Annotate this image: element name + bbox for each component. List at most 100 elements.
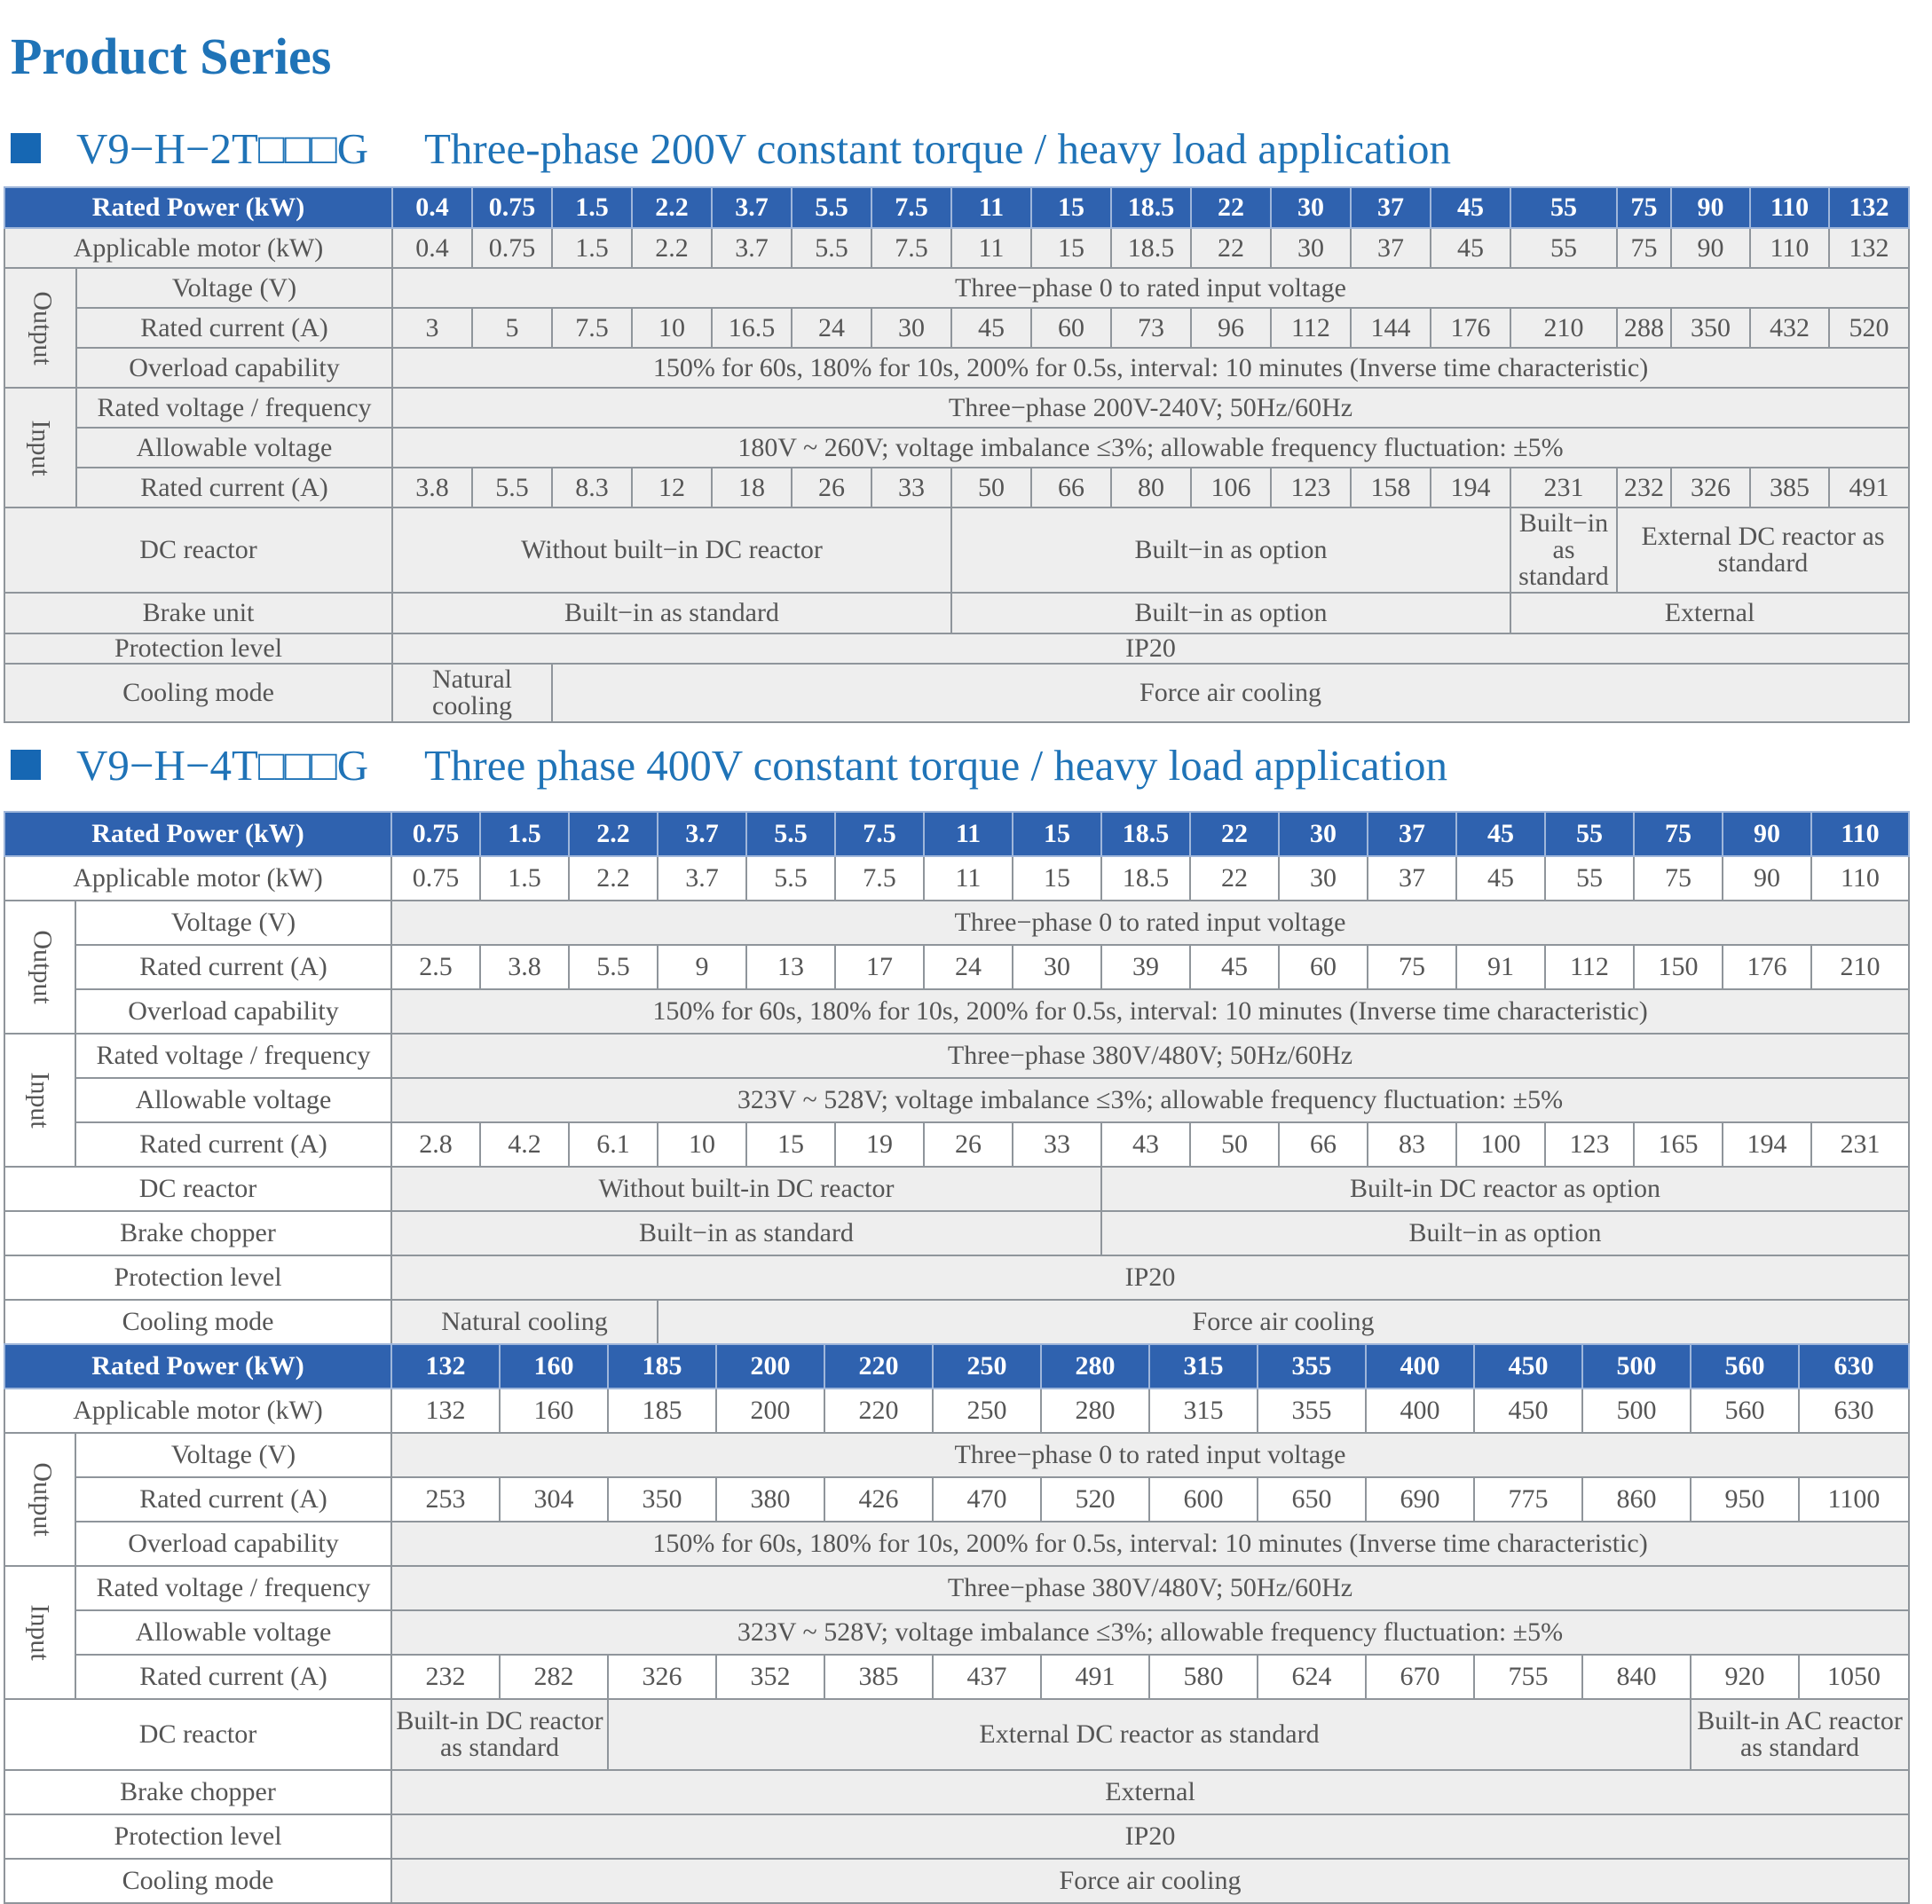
rated-power-cell: 75 [1616,186,1672,229]
dc-reactor-value: Built-in DC reactor as standard [390,1698,609,1771]
row-label: DC reactor [4,1698,392,1771]
output-current-cell: 144 [1350,307,1431,349]
input-current-cell: 491 [1040,1654,1150,1700]
output-current-cell: 73 [1110,307,1192,349]
applicable-motor-cell: 200 [715,1388,825,1434]
output-current-cell: 432 [1749,307,1830,349]
input-current-cell: 352 [715,1654,825,1700]
output-current-cell: 253 [390,1476,501,1522]
output-current-cell: 1100 [1798,1476,1910,1522]
dc-reactor-value: External DC reactor as standard [607,1698,1691,1771]
row-label: Rated voltage / frequency [75,1033,392,1079]
output-voltage-row: Output Voltage (V) Three−phase 0 to rate… [4,1432,1910,1567]
cooling-value: Natural cooling [390,1299,658,1345]
rated-power-cell: 1.5 [479,811,570,857]
input-current-row: Rated current (A) 232 282 326 352 385 437 491 5… [4,1654,1910,1700]
row-label: Rated voltage / frequency [75,1565,392,1611]
input-current-cell: 33 [1012,1121,1102,1168]
input-current-cell: 840 [1581,1654,1691,1700]
rated-power-cell: 160 [499,1343,609,1389]
rated-power-cell: 110 [1749,186,1830,229]
row-label: Brake chopper [4,1210,392,1256]
input-current-cell: 165 [1633,1121,1723,1168]
rated-power-cell: 37 [1350,186,1431,229]
input-current-cell: 194 [1722,1121,1812,1168]
input-voltage-row: Input Rated voltage / frequency Three−ph… [4,387,1910,508]
rated-vf-value: Three−phase 380V/480V; 50Hz/60Hz [390,1033,1910,1079]
output-current-cell: 24 [923,944,1013,990]
group-label-input: Input [4,1033,76,1168]
input-current-cell: 326 [1670,467,1751,508]
rated-vf-value: Three−phase 380V/480V; 50Hz/60Hz [390,1565,1910,1611]
row-label: Overload capability [75,347,393,389]
row-label: Cooling mode [4,1858,392,1904]
cooling-value: Force air cooling [551,663,1910,723]
brake-value: External [1510,592,1910,634]
input-current-cell: 326 [607,1654,717,1700]
output-current-cell: 16.5 [711,307,793,349]
input-current-cell: 232 [390,1654,501,1700]
input-current-cell: 66 [1278,1121,1368,1168]
applicable-motor-cell: 2.2 [568,855,658,901]
rated-power-cell: 0.75 [390,811,481,857]
rated-power-row: Rated Power (kW) 0.75 1.5 2.2 3.7 5.5 7.5 11 15… [4,811,1910,857]
rated-power-cell: 75 [1633,811,1723,857]
group-label-output: Output [4,1432,76,1567]
rated-power-cell: 132 [1828,186,1910,229]
row-label: Protection level [4,1814,392,1860]
cooling-row: Cooling mode Natural cooling Force air c… [4,1299,1910,1345]
output-current-cell: 24 [791,307,872,349]
rated-power-cell: 90 [1670,186,1751,229]
applicable-motor-cell: 132 [390,1388,501,1434]
input-current-cell: 158 [1350,467,1431,508]
rated-power-cell: 7.5 [871,186,952,229]
input-current-cell: 437 [932,1654,1042,1700]
applicable-motor-cell: 7.5 [871,227,952,269]
input-current-cell: 580 [1148,1654,1258,1700]
output-current-cell: 650 [1257,1476,1367,1522]
row-label: Rated current (A) [75,1476,392,1522]
rated-power-cell: 22 [1190,186,1272,229]
rated-power-cell: 355 [1257,1343,1367,1389]
output-current-cell: 9 [657,944,747,990]
brake-value: External [390,1769,1910,1815]
applicable-motor-cell: 3.7 [711,227,793,269]
cooling-value: Force air cooling [390,1858,1910,1904]
dc-reactor-row: DC reactor Built-in DC reactor as standa… [4,1698,1910,1771]
spec-table-400v: Rated Power (kW) 0.75 1.5 2.2 3.7 5.5 7.5 11 15… [4,811,1910,1345]
applicable-motor-cell: 5.5 [791,227,872,269]
output-current-cell: 210 [1810,944,1910,990]
input-current-cell: 8.3 [551,467,633,508]
input-current-cell: 26 [791,467,872,508]
rated-power-row: Rated Power (kW) 132 160 185 200 220 250 280 31… [4,1343,1910,1389]
row-label: DC reactor [4,507,393,594]
brake-row: Brake chopper External [4,1769,1910,1815]
input-current-cell: 26 [923,1121,1013,1168]
input-current-cell: 12 [631,467,713,508]
output-current-cell: 60 [1030,307,1112,349]
applicable-motor-cell: 280 [1040,1388,1150,1434]
applicable-motor-cell: 1.5 [551,227,633,269]
row-label: Rated current (A) [75,467,393,508]
protection-row: Protection level IP20 [4,1255,1910,1301]
output-voltage-row: Output Voltage (V) Three−phase 0 to rate… [4,267,1910,389]
rated-power-cell: 2.2 [568,811,658,857]
output-current-cell: 150 [1633,944,1723,990]
input-current-cell: 123 [1270,467,1352,508]
overload-row: Overload capability 150% for 60s, 180% f… [4,347,1910,389]
applicable-motor-cell: 30 [1278,855,1368,901]
applicable-motor-cell: 1.5 [479,855,570,901]
output-current-cell: 45 [950,307,1032,349]
rated-power-cell: 450 [1473,1343,1583,1389]
output-current-row: Rated current (A) 253 304 350 380 426 470 520 6… [4,1476,1910,1522]
applicable-motor-cell: 450 [1473,1388,1583,1434]
output-current-cell: 210 [1510,307,1618,349]
applicable-motor-cell: 630 [1798,1388,1910,1434]
row-label: Protection level [4,1255,392,1301]
applicable-motor-cell: 110 [1749,227,1830,269]
spec-table-200v: Rated Power (kW) 0.4 0.75 1.5 2.2 3.7 5.5 7.5 1… [4,186,1910,723]
applicable-motor-cell: 315 [1148,1388,1258,1434]
applicable-motor-cell: 185 [607,1388,717,1434]
output-current-cell: 112 [1544,944,1635,990]
rated-power-cell: 18.5 [1100,811,1191,857]
